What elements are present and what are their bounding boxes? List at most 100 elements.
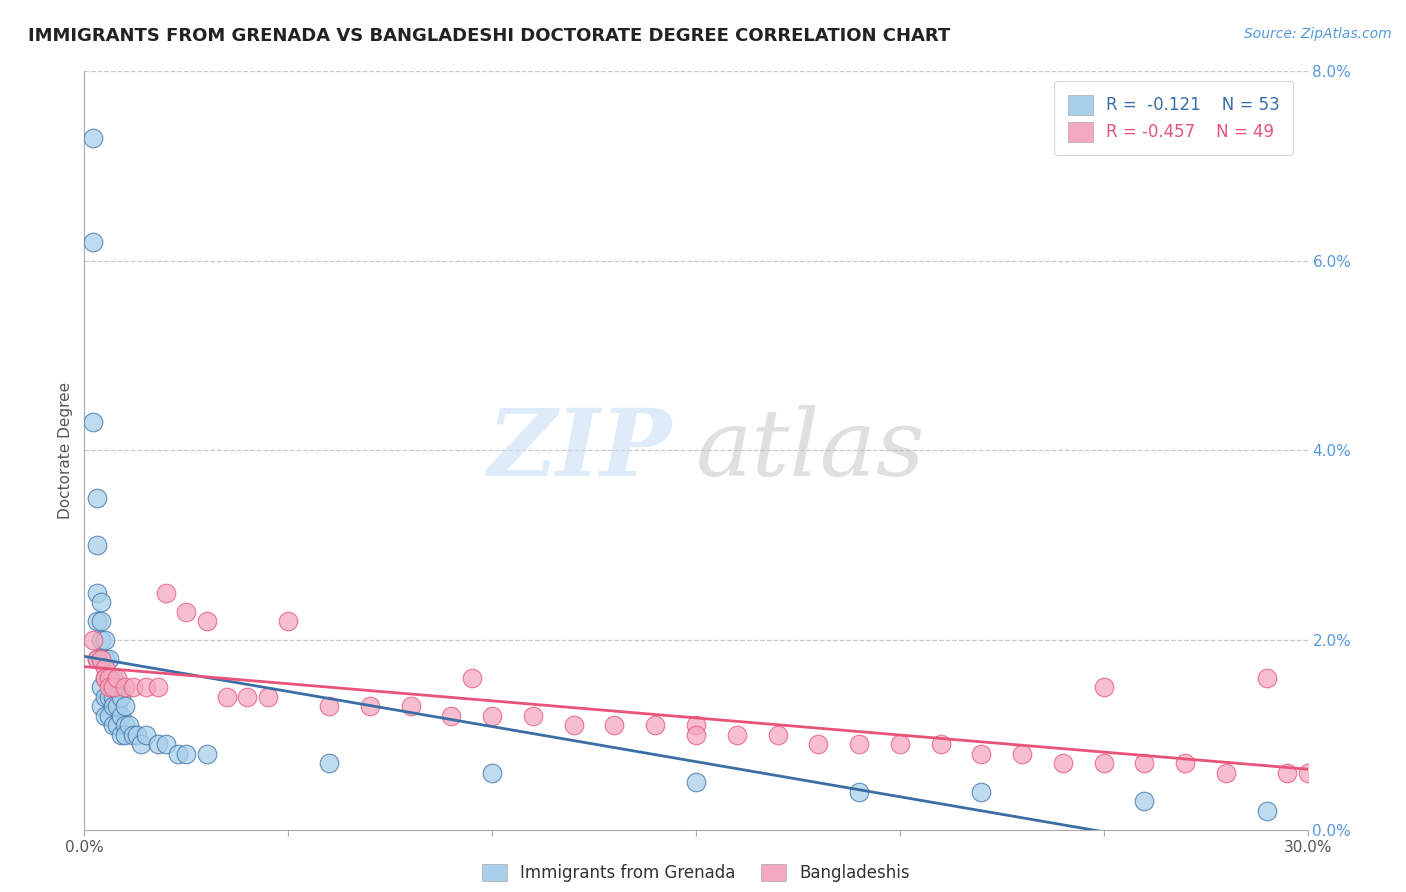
Point (90, 652, 112, 666)
Point (105, 699, 128, 714)
Point (118, 718, 141, 732)
Point (440, 708, 463, 723)
Point (174, 747, 197, 761)
Point (86, 652, 108, 666)
Point (1277, 765, 1299, 780)
Point (603, 718, 626, 732)
Point (766, 728, 789, 742)
Point (155, 737, 177, 751)
Point (97, 690, 120, 704)
Point (93, 671, 115, 685)
Point (97, 681, 120, 695)
Point (114, 728, 136, 742)
Point (1133, 756, 1156, 771)
Point (114, 699, 136, 714)
Point (1011, 747, 1033, 761)
Point (122, 681, 145, 695)
Point (461, 671, 484, 685)
Point (86, 652, 108, 666)
Point (359, 699, 381, 714)
Point (135, 728, 157, 742)
Point (848, 785, 870, 799)
Point (195, 614, 218, 628)
Point (135, 681, 157, 695)
Point (86, 538, 108, 552)
Point (481, 765, 503, 780)
Point (929, 737, 952, 751)
Point (90, 633, 112, 648)
Point (167, 747, 190, 761)
Point (86, 491, 108, 505)
Point (685, 775, 707, 789)
Point (82, 415, 104, 429)
Point (90, 681, 112, 695)
Text: atlas: atlas (696, 406, 925, 495)
Point (146, 681, 169, 695)
Point (217, 690, 239, 704)
Point (105, 718, 128, 732)
Point (1215, 765, 1237, 780)
Point (318, 699, 340, 714)
Point (114, 681, 136, 695)
Point (155, 585, 177, 599)
Point (93, 652, 115, 666)
Y-axis label: Doctorate Degree: Doctorate Degree (58, 382, 73, 519)
Point (122, 728, 145, 742)
Point (644, 718, 666, 732)
Point (481, 708, 503, 723)
Point (101, 671, 124, 685)
Point (90, 699, 112, 714)
Point (1092, 681, 1115, 695)
Point (1256, 804, 1278, 818)
Point (1174, 756, 1197, 771)
Point (110, 708, 132, 723)
Text: ZIP: ZIP (488, 406, 672, 495)
Point (685, 728, 707, 742)
Point (236, 690, 259, 704)
Point (101, 690, 124, 704)
Legend: Immigrants from Grenada, Bangladeshis: Immigrants from Grenada, Bangladeshis (482, 863, 910, 882)
Point (93, 661, 115, 675)
Point (101, 681, 124, 695)
Point (93, 690, 115, 704)
Point (93, 633, 115, 648)
Point (970, 785, 993, 799)
Point (90, 652, 112, 666)
Point (685, 718, 707, 732)
Point (114, 718, 136, 732)
Point (86, 585, 108, 599)
Point (82, 633, 104, 648)
Point (82, 235, 104, 249)
Point (522, 708, 544, 723)
Point (97, 652, 120, 666)
Point (90, 595, 112, 609)
Point (93, 671, 115, 685)
Point (1256, 671, 1278, 685)
Point (1092, 756, 1115, 771)
Point (257, 690, 280, 704)
Text: Source: ZipAtlas.com: Source: ZipAtlas.com (1244, 27, 1392, 41)
Point (110, 728, 132, 742)
Point (318, 756, 340, 771)
Point (97, 671, 120, 685)
Point (807, 737, 830, 751)
Point (1296, 765, 1319, 780)
Point (848, 737, 870, 751)
Text: IMMIGRANTS FROM GRENADA VS BANGLADESHI DOCTORATE DEGREE CORRELATION CHART: IMMIGRANTS FROM GRENADA VS BANGLADESHI D… (28, 27, 950, 45)
Point (82, 130, 104, 145)
Point (127, 728, 149, 742)
Point (562, 718, 585, 732)
Point (101, 699, 124, 714)
Point (90, 614, 112, 628)
Point (93, 708, 115, 723)
Point (889, 737, 911, 751)
Point (105, 681, 128, 695)
Point (110, 690, 132, 704)
Point (146, 737, 169, 751)
Point (174, 605, 197, 619)
Point (86, 614, 108, 628)
Point (1052, 756, 1074, 771)
Point (970, 747, 993, 761)
Point (399, 699, 422, 714)
Point (131, 737, 153, 751)
